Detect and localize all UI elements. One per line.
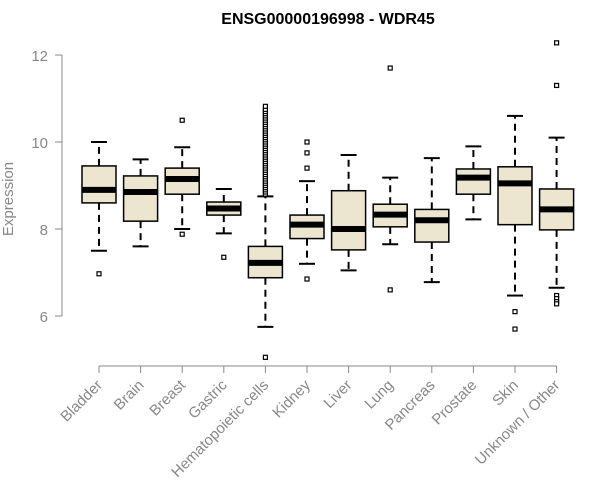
outlier-point [179, 231, 185, 237]
box-breast [164, 117, 200, 237]
box-body [455, 168, 492, 195]
box-body [330, 189, 367, 251]
box-lung [372, 65, 408, 293]
outlier-point [553, 301, 560, 307]
y-axis: 6 8 10 12 [31, 48, 63, 326]
outlier-point [387, 65, 393, 71]
x-tick-label: Prostate [429, 377, 481, 429]
box-body [414, 208, 450, 243]
outlier-point [262, 354, 268, 360]
box-brain [122, 158, 159, 248]
x-tick-label: Bladder [57, 377, 106, 426]
outlier-point [304, 139, 310, 145]
y-tick-label: 12 [31, 48, 48, 65]
y-axis-label: Expression [0, 162, 17, 236]
boxes-group [81, 40, 575, 360]
y-tick-label: 6 [40, 309, 48, 326]
outlier-point [553, 82, 560, 89]
x-tick-label: Skin [489, 377, 522, 410]
outlier-point [304, 276, 310, 282]
x-tick-label: Brain [111, 377, 148, 414]
y-tick-label: 10 [31, 135, 48, 152]
outlier-point [387, 287, 393, 293]
chart-title: ENSG00000196998 - WDR45 [221, 11, 435, 28]
box-body [81, 165, 117, 204]
box-kidney [289, 139, 325, 282]
outlier-point [304, 165, 310, 171]
x-tick-label: Breast [146, 376, 189, 419]
box-bladder [81, 141, 117, 277]
box-prostate [455, 145, 492, 221]
outlier-point [262, 103, 268, 109]
box-hematopoietic-cells [247, 103, 284, 360]
box-unknown-other [538, 40, 575, 307]
outlier-point [512, 309, 518, 315]
box-liver [330, 154, 367, 272]
box-pancreas [414, 157, 450, 284]
outlier-point [96, 271, 102, 277]
outlier-point [553, 40, 560, 46]
outlier-point [179, 117, 185, 123]
outlier-point [512, 326, 518, 332]
outlier-point [304, 150, 310, 156]
box-body [497, 166, 533, 226]
x-tick-label: Lung [361, 377, 397, 413]
x-tick-label: Kidney [269, 376, 314, 421]
y-tick-label: 8 [40, 222, 48, 239]
box-body [122, 175, 159, 222]
outlier-point [221, 254, 227, 260]
box-gastric [206, 187, 242, 260]
box-skin [497, 114, 533, 332]
x-tick-label: Liver [320, 377, 355, 412]
